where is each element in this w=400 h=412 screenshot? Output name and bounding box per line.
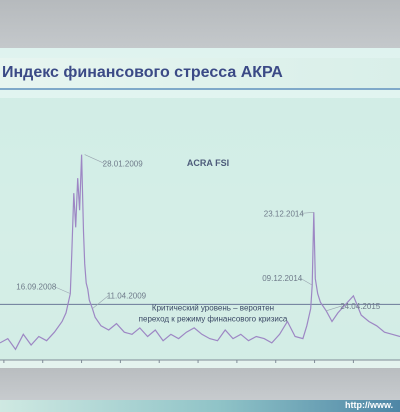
annotation-label: 23.12.2014 <box>264 209 305 218</box>
fsi-chart: ACRA FSI Критический уровень – вероятен п… <box>0 98 400 376</box>
annotations: 16.09.2008 28.01.2009 11.04.2009 09.12.2014… <box>16 154 381 312</box>
plot-area <box>0 98 400 360</box>
series-line <box>0 154 400 351</box>
footer-url: http://www. <box>345 400 394 410</box>
presentation-slide: Индекс финансового стресса АКРА ACRA FSI… <box>0 48 400 412</box>
annotation-label: 28.01.2009 <box>103 160 144 169</box>
annotation-leader <box>300 277 313 286</box>
threshold-label: Критический уровень – вероятен переход к … <box>139 303 288 323</box>
threshold-label-line: переход к режиму финансового кризиса <box>139 314 288 323</box>
annotation-label: 24.04.2015 <box>340 302 381 311</box>
chart-title: ACRA FSI <box>187 158 229 168</box>
annotation-leader <box>54 286 71 294</box>
background-wall-bottom <box>0 368 400 400</box>
annotation-leader <box>84 154 105 164</box>
title-bar <box>0 58 400 88</box>
annotation-leader <box>301 212 314 214</box>
annotation-label: 09.12.2014 <box>262 274 303 283</box>
annotation-leader <box>326 305 343 312</box>
annotation-leader <box>92 295 109 309</box>
title-underline <box>0 88 400 90</box>
background-wall-top <box>0 0 400 48</box>
annotation-label: 16.09.2008 <box>16 283 57 292</box>
slide-title: Индекс финансового стресса АКРА <box>2 64 283 81</box>
annotation-label: 11.04.2009 <box>107 292 147 301</box>
threshold-label-line: Критический уровень – вероятен <box>152 303 274 312</box>
